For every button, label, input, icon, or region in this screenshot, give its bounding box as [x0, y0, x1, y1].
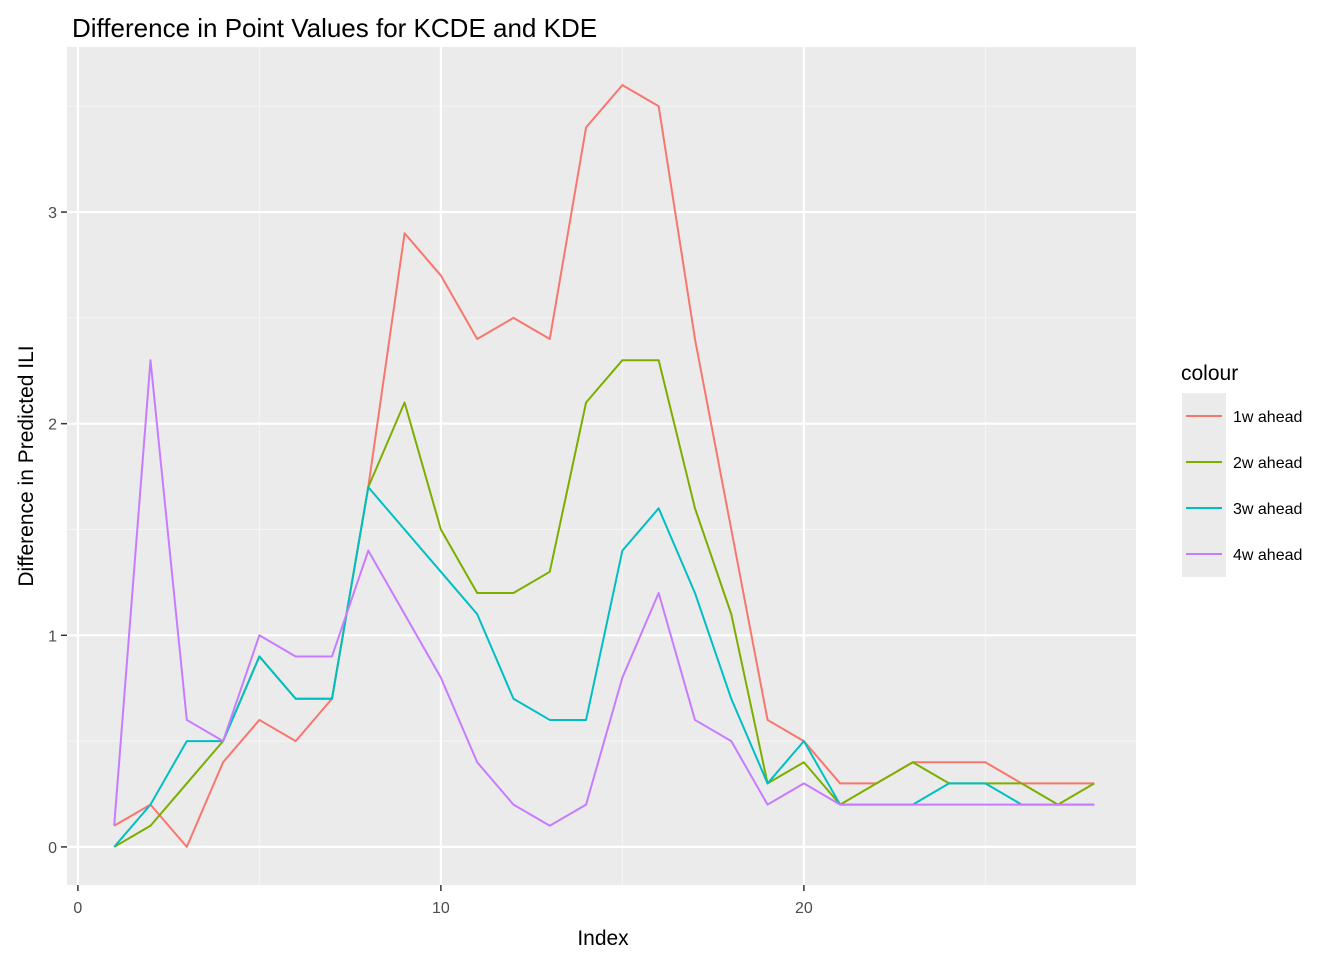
- x-axis: 0 10 20: [73, 885, 813, 917]
- y-axis-title: Difference in Predicted ILI: [15, 345, 38, 586]
- series-line-1: [113, 84, 1095, 848]
- y-tick-label: 0: [48, 840, 57, 857]
- series-line-3: [113, 486, 1095, 848]
- legend: colour 1w ahead 2w ahead 3w ahead 4w ahead: [1181, 362, 1302, 577]
- y-axis: 0 1 2 3: [48, 205, 67, 857]
- grid-minor: [67, 47, 1136, 885]
- plot-panel: [67, 47, 1136, 885]
- x-axis-title: Index: [577, 927, 629, 950]
- grid-major: [67, 47, 1136, 885]
- x-tick-label: 0: [73, 900, 82, 917]
- legend-label: 4w ahead: [1233, 547, 1302, 564]
- series-lines: [113, 84, 1095, 848]
- series-line-4: [113, 359, 1095, 827]
- x-tick-label: 20: [795, 900, 813, 917]
- legend-label: 3w ahead: [1233, 501, 1302, 518]
- chart-title: Difference in Point Values for KCDE and …: [72, 13, 597, 43]
- legend-title: colour: [1181, 362, 1238, 385]
- legend-label: 2w ahead: [1233, 455, 1302, 472]
- y-tick-label: 1: [48, 628, 57, 645]
- x-tick-label: 10: [432, 900, 450, 917]
- y-tick-label: 2: [48, 417, 57, 434]
- y-tick-label: 3: [48, 205, 57, 222]
- legend-label: 1w ahead: [1233, 409, 1302, 426]
